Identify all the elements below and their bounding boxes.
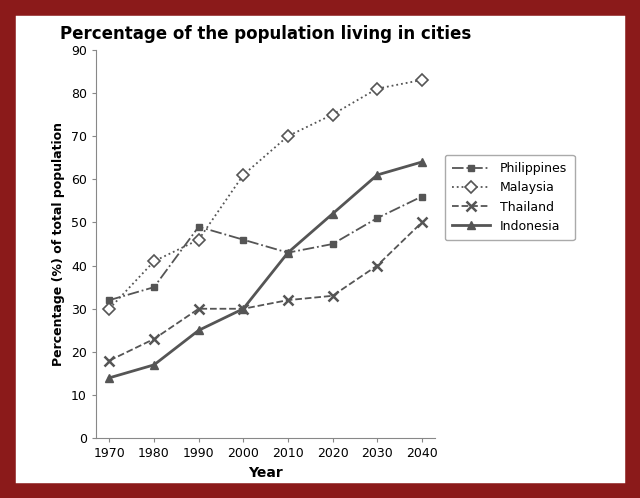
Indonesia [373,172,381,178]
Malaysia [195,237,202,243]
Indonesia [106,375,113,381]
Philippines [373,215,381,221]
Thailand [284,297,292,303]
Thailand [239,306,247,312]
Line: Thailand: Thailand [104,218,427,366]
Thailand [150,336,158,342]
Malaysia [418,77,426,83]
Thailand [329,293,337,299]
Malaysia [106,306,113,312]
Title: Percentage of the population living in cities: Percentage of the population living in c… [60,25,471,43]
Thailand [106,358,113,364]
Malaysia [150,258,158,264]
Philippines [150,284,158,290]
Line: Indonesia: Indonesia [105,158,426,382]
Line: Philippines: Philippines [106,193,426,304]
Philippines [284,249,292,255]
Indonesia [418,159,426,165]
Malaysia [373,86,381,92]
Thailand [195,306,202,312]
Philippines [106,297,113,303]
Indonesia [195,327,202,333]
Line: Malaysia: Malaysia [105,76,426,313]
Philippines [239,237,247,243]
Indonesia [329,211,337,217]
Philippines [418,194,426,200]
Philippines [195,224,202,230]
Indonesia [284,249,292,255]
Malaysia [284,133,292,139]
Legend: Philippines, Malaysia, Thailand, Indonesia: Philippines, Malaysia, Thailand, Indones… [445,154,575,240]
Thailand [418,220,426,226]
Malaysia [239,172,247,178]
Malaysia [329,112,337,118]
X-axis label: Year: Year [248,466,283,480]
Indonesia [239,306,247,312]
Philippines [329,241,337,247]
Y-axis label: Percentage (%) of total population: Percentage (%) of total population [52,122,65,366]
Thailand [373,262,381,268]
Indonesia [150,362,158,368]
